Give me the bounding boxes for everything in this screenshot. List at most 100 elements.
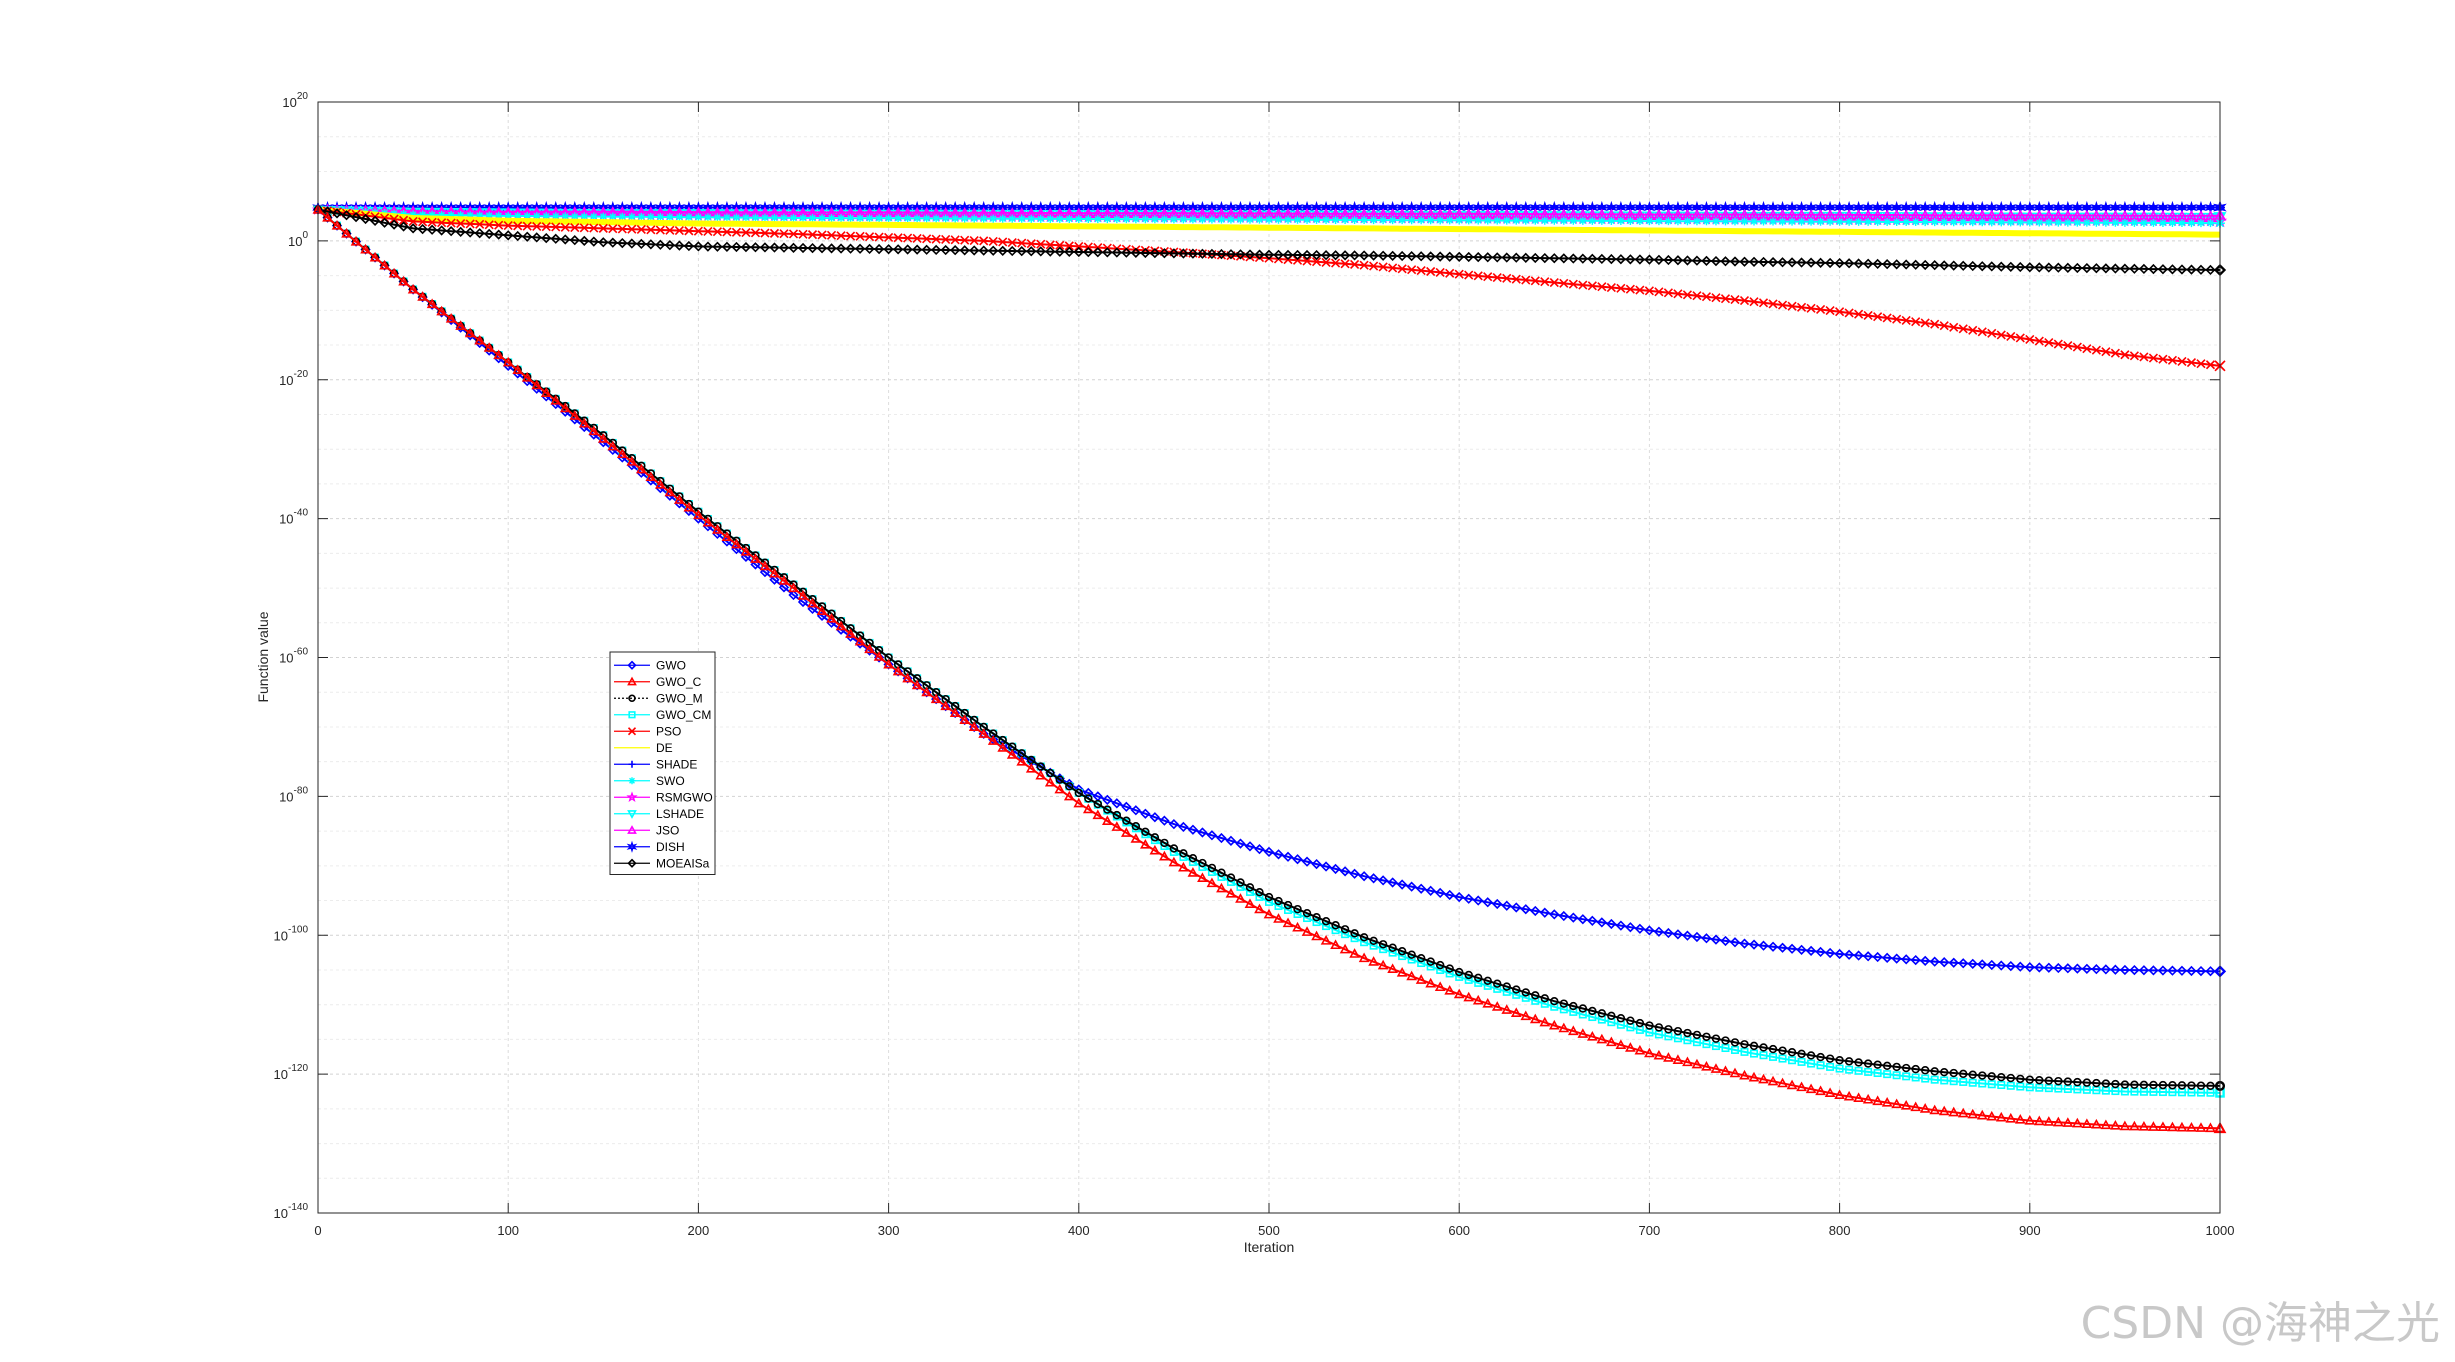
series-marker	[1864, 217, 1873, 226]
series-marker	[1349, 948, 1360, 958]
series-marker	[350, 211, 362, 223]
series-marker	[1312, 912, 1321, 922]
series-marker	[570, 222, 580, 233]
series-marker	[1995, 1111, 2007, 1122]
series-marker	[1682, 930, 1693, 941]
y-tick-base: 10	[274, 1206, 288, 1221]
series-marker	[1188, 215, 1197, 224]
series-marker	[797, 596, 809, 608]
series-marker	[1055, 775, 1064, 784]
series-marker	[1663, 927, 1674, 939]
series-marker	[398, 275, 409, 286]
series-marker	[2034, 962, 2045, 973]
series-marker	[1750, 1049, 1759, 1058]
series-marker	[513, 221, 523, 231]
series-marker	[1417, 959, 1426, 968]
series-marker	[1997, 1081, 2006, 1090]
series-marker	[1549, 277, 1559, 288]
series-marker	[1834, 257, 1845, 269]
series-marker	[2168, 1081, 2177, 1090]
series-marker	[2205, 212, 2216, 223]
series-marker	[778, 242, 790, 253]
series-marker	[426, 298, 438, 309]
series-marker	[903, 214, 912, 223]
series-marker	[1711, 1042, 1720, 1051]
series-marker	[1777, 300, 1788, 310]
x-tick-label: 300	[878, 1223, 900, 1238]
series-marker	[1464, 270, 1474, 280]
series-marker	[579, 235, 590, 247]
series-marker	[1217, 868, 1226, 877]
series-marker	[2100, 212, 2112, 223]
series-marker	[1901, 259, 1912, 270]
series-marker	[2167, 210, 2178, 220]
series-marker	[864, 243, 875, 255]
series-marker	[1806, 303, 1816, 313]
series-marker	[1882, 259, 1893, 270]
series-marker	[1006, 749, 1018, 759]
series-marker	[2101, 347, 2111, 357]
series-marker	[2187, 1081, 2196, 1090]
series-marker	[2205, 264, 2216, 276]
series-marker	[1331, 215, 1340, 224]
series-marker	[2196, 359, 2206, 369]
series-marker	[1844, 308, 1854, 318]
series-marker	[2100, 209, 2112, 220]
series-marker	[1198, 858, 1207, 868]
series-marker	[2195, 212, 2207, 223]
series-marker	[2005, 960, 2016, 972]
series-marker	[788, 242, 799, 253]
series-marker	[1720, 935, 1731, 947]
series-marker	[1834, 1089, 1845, 1099]
series-marker	[1635, 1018, 1645, 1028]
series-marker	[1691, 1058, 1703, 1069]
legend-marker	[626, 840, 638, 853]
series-marker	[2006, 1081, 2015, 1090]
legend-label: LSHADE	[656, 807, 704, 821]
series-marker	[493, 229, 504, 240]
series-marker	[484, 220, 494, 230]
series-marker	[1843, 949, 1855, 960]
series-marker	[759, 566, 771, 578]
legend-marker	[627, 810, 637, 819]
series-marker	[1816, 1052, 1825, 1062]
series-marker	[1567, 211, 1579, 221]
series-marker	[1568, 912, 1579, 923]
series-marker	[1959, 1069, 1968, 1079]
series-marker	[922, 214, 931, 223]
series-marker	[1149, 247, 1161, 259]
series-marker	[2177, 1081, 2187, 1090]
series-marker	[1206, 248, 1218, 260]
series-marker	[599, 212, 608, 221]
series-marker	[694, 213, 703, 222]
series-marker	[1425, 885, 1436, 896]
series-marker	[1692, 217, 1701, 226]
series-marker	[1577, 253, 1588, 264]
series-marker	[1691, 931, 1703, 943]
series-marker	[1730, 1045, 1739, 1054]
series-marker	[1701, 255, 1712, 267]
series-marker	[2176, 212, 2188, 223]
series-marker	[1131, 215, 1140, 224]
series-marker	[1407, 216, 1416, 225]
series-marker	[1416, 883, 1427, 894]
series-marker	[2120, 350, 2130, 360]
series-marker	[1758, 298, 1769, 308]
series-marker	[1454, 269, 1464, 279]
series-marker	[1986, 261, 1997, 272]
series-marker	[1834, 211, 1845, 222]
series-marker	[455, 226, 466, 237]
series-marker	[436, 305, 447, 316]
series-marker	[1055, 214, 1064, 223]
series-marker	[1473, 251, 1484, 263]
series-marker	[1550, 1002, 1559, 1011]
series-marker	[1301, 926, 1313, 936]
series-marker	[1920, 318, 1930, 328]
series-marker	[930, 693, 942, 704]
series-marker	[2043, 962, 2054, 973]
series-marker	[2195, 210, 2207, 220]
series-marker	[1350, 216, 1359, 225]
series-marker	[1996, 330, 2006, 340]
series-marker	[1017, 214, 1026, 223]
series-marker	[1083, 787, 1094, 799]
